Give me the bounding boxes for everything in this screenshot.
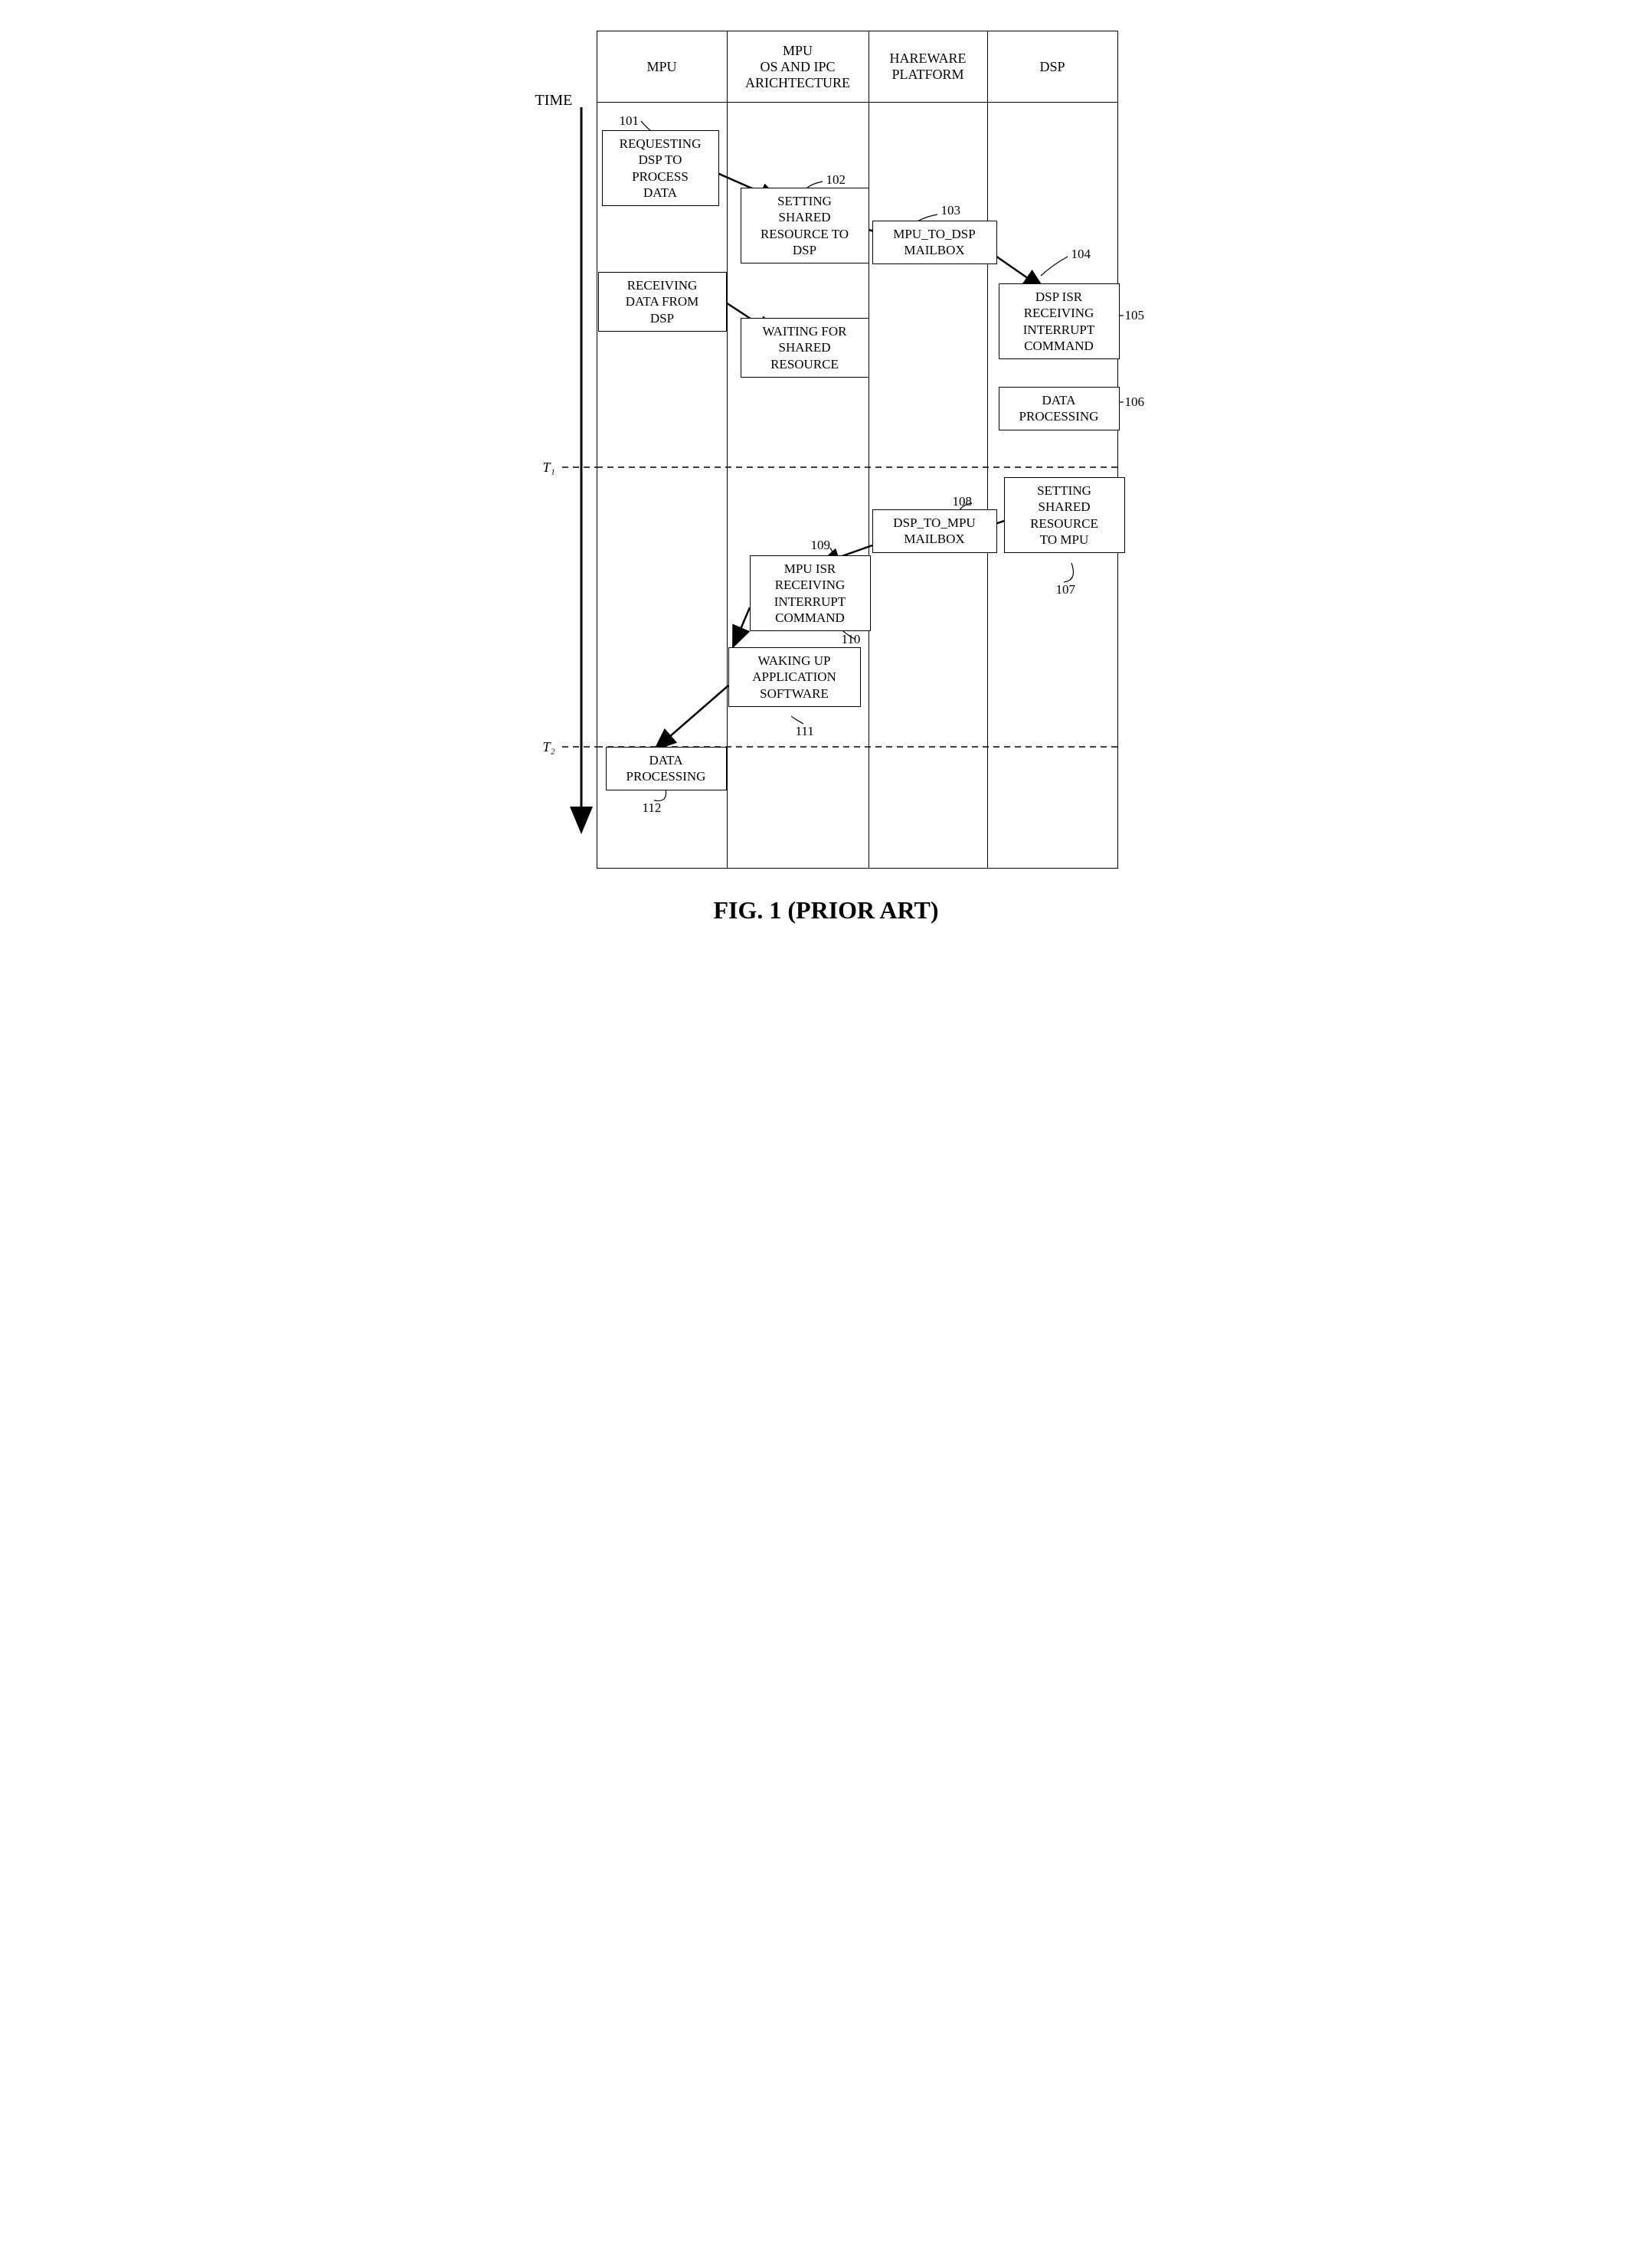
figure-caption: FIG. 1 (PRIOR ART): [31, 896, 1621, 925]
node-n112: DATA PROCESSING: [606, 747, 727, 790]
ref-r110: 110: [842, 632, 861, 647]
ref-r111: 111: [796, 724, 814, 739]
node-n111: WAKING UP APPLICATION SOFTWARE: [728, 647, 861, 707]
ref-r104: 104: [1071, 247, 1091, 262]
ref-r101: 101: [620, 113, 640, 129]
node-n109: MPU ISR RECEIVING INTERRUPT COMMAND: [750, 555, 871, 631]
node-n102: SETTING SHARED RESOURCE TO DSP: [741, 188, 869, 263]
swimlane-diagram: TIME MPU MPU OS AND IPC ARICHTECTURE HAR…: [520, 31, 1133, 873]
ref-r108: 108: [953, 494, 973, 509]
T1-label: T₁: [543, 460, 555, 476]
node-n106: DATA PROCESSING: [999, 387, 1120, 430]
node-n105: DSP ISR RECEIVING INTERRUPT COMMAND: [999, 283, 1120, 359]
node-n103: MPU_TO_DSP MAILBOX: [872, 221, 997, 264]
ref-r105: 105: [1125, 308, 1145, 323]
ref-r112: 112: [643, 800, 662, 816]
ref-r107: 107: [1056, 582, 1076, 597]
node-n101: REQUESTING DSP TO PROCESS DATA: [602, 130, 719, 206]
T2-label: T₂: [543, 739, 555, 755]
node-n107: SETTING SHARED RESOURCE TO MPU: [1004, 477, 1125, 553]
node-n_wait: WAITING FOR SHARED RESOURCE: [741, 318, 869, 378]
ref-r106: 106: [1125, 394, 1145, 410]
node-n108: DSP_TO_MPU MAILBOX: [872, 509, 997, 553]
ref-r109: 109: [811, 538, 831, 553]
ref-r103: 103: [941, 203, 961, 218]
node-n_recv_dsp: RECEIVING DATA FROM DSP: [598, 272, 727, 332]
ref-r102: 102: [826, 172, 846, 188]
